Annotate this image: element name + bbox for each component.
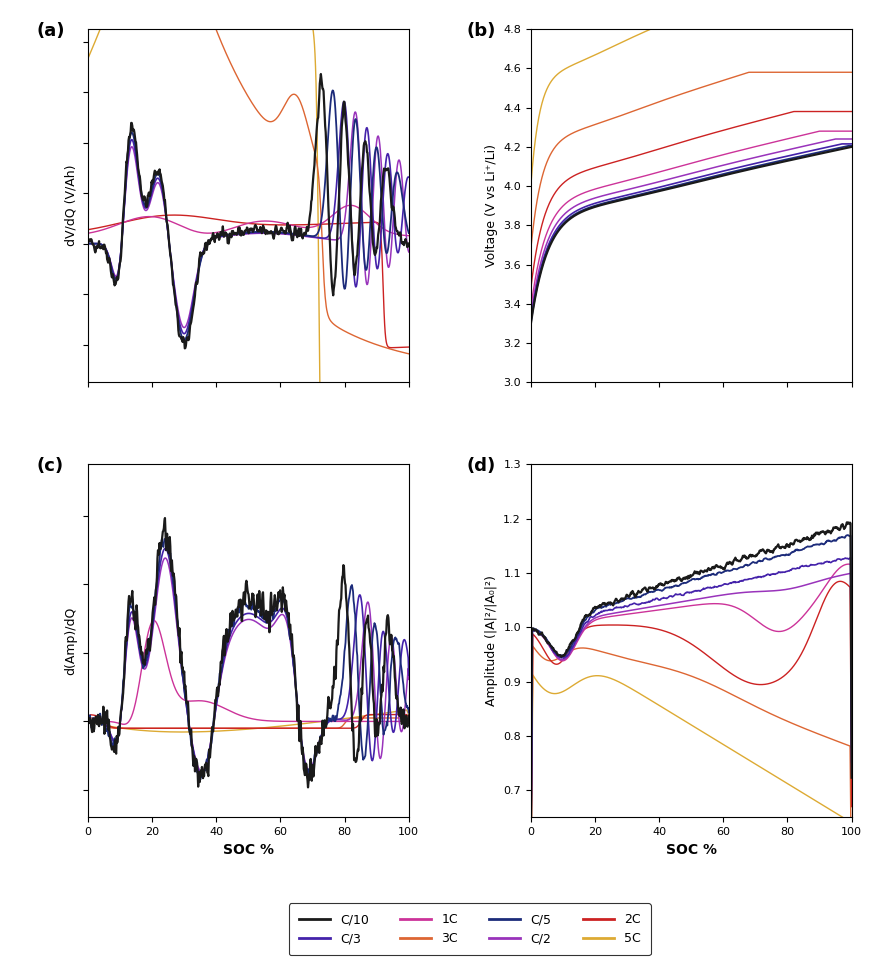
Text: (c): (c): [37, 457, 63, 475]
Y-axis label: Amplitude (|A|²/|A₀|²): Amplitude (|A|²/|A₀|²): [484, 576, 497, 706]
Legend: C/10, C/3, 1C, 3C, C/5, C/2, 2C, 5C: C/10, C/3, 1C, 3C, C/5, C/2, 2C, 5C: [289, 903, 650, 955]
X-axis label: SOC %: SOC %: [665, 843, 716, 857]
X-axis label: SOC %: SOC %: [223, 843, 274, 857]
Y-axis label: dV/dQ (V/Ah): dV/dQ (V/Ah): [64, 165, 77, 246]
Text: (d): (d): [466, 457, 496, 475]
Y-axis label: d(Amp)/dQ: d(Amp)/dQ: [64, 607, 77, 675]
Y-axis label: Voltage (V vs Li⁺/Li): Voltage (V vs Li⁺/Li): [484, 144, 497, 267]
Text: (b): (b): [466, 22, 496, 40]
Text: (a): (a): [37, 22, 65, 40]
